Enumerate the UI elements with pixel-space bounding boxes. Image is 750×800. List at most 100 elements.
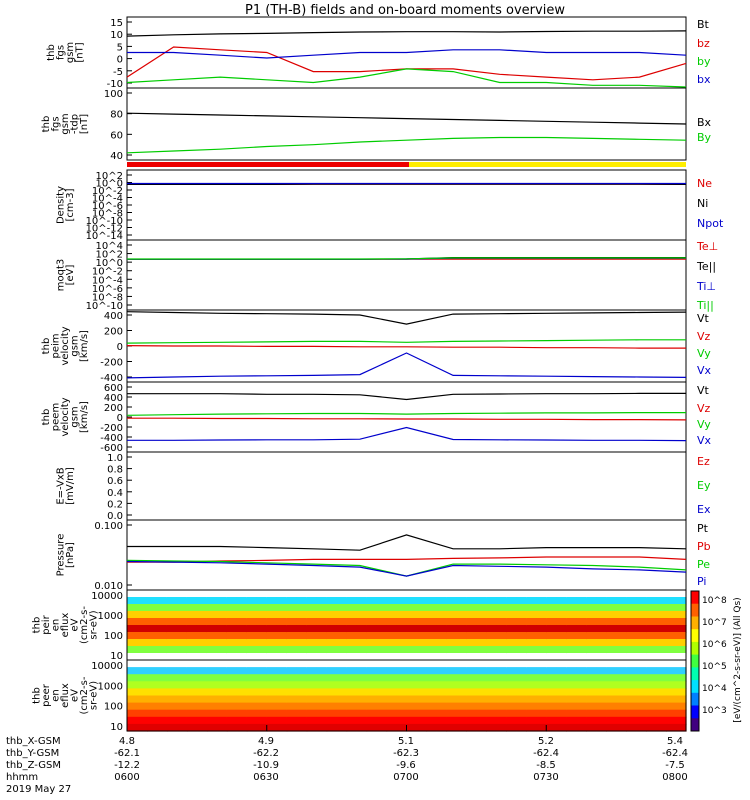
spectrogram-cell xyxy=(266,667,288,675)
spectrogram-cell xyxy=(346,716,368,725)
spectrogram-cell xyxy=(127,604,148,612)
spectrogram-cell xyxy=(666,716,687,725)
spectrogram-cell xyxy=(546,723,567,732)
spectrogram-cell xyxy=(166,702,188,711)
orbit-value: -10.9 xyxy=(253,760,279,771)
spectrogram-cell xyxy=(666,660,687,668)
spectrogram-cell xyxy=(506,611,527,619)
spectrogram-cell xyxy=(366,674,388,682)
spectrogram-cell xyxy=(526,653,547,661)
spectrogram-cell xyxy=(286,716,308,725)
spectrogram-cell xyxy=(506,618,527,626)
spectrogram-cell xyxy=(406,688,428,697)
spectrogram-cell xyxy=(446,632,467,640)
spectrogram-cell xyxy=(166,625,188,633)
legend-label: Pe xyxy=(697,558,710,571)
y-axis-label: E=-VxB xyxy=(55,467,66,504)
spectrogram-cell xyxy=(186,604,208,612)
spectrogram-cell xyxy=(606,604,627,612)
spectrogram-cell xyxy=(206,695,228,704)
spectrogram-cell xyxy=(166,632,188,640)
spectrogram-cell xyxy=(426,611,448,619)
spectrogram-cell xyxy=(466,590,487,598)
spectrogram-cell xyxy=(666,590,687,598)
series-line xyxy=(127,392,686,401)
spectrogram-cell xyxy=(306,604,328,612)
orbit-row-label: hhmm xyxy=(6,772,38,783)
series-line xyxy=(126,352,687,379)
spectrogram-cell xyxy=(226,646,248,654)
spectrogram-cell xyxy=(626,667,647,675)
spectrogram-cell xyxy=(127,625,148,633)
y-axis-label: (cm2-s- xyxy=(79,676,90,714)
spectrogram-cell xyxy=(346,681,368,689)
y-axis-label: eV xyxy=(70,689,81,702)
spectrogram-cell xyxy=(127,709,148,718)
spectrogram-cell xyxy=(646,639,667,647)
spectrogram-cell xyxy=(406,667,428,675)
spectrogram-cell xyxy=(566,632,587,640)
spectrogram-cell xyxy=(486,688,507,697)
orbit-value: 5.2 xyxy=(538,736,554,747)
spectrogram-cell xyxy=(266,646,288,654)
spectrogram-cell xyxy=(226,639,248,647)
spectrogram-cell xyxy=(206,590,228,598)
spectrogram-cell xyxy=(386,674,408,682)
spectrogram-cell xyxy=(326,653,348,661)
spectrogram-cell xyxy=(346,604,368,612)
spectrogram-cell xyxy=(646,716,667,725)
spectrogram-cell xyxy=(286,695,308,704)
spectrogram-cell xyxy=(206,660,228,668)
orbit-row-label: thb_X-GSM xyxy=(6,736,61,747)
spectrogram-cell xyxy=(127,632,148,640)
spectrogram-cell xyxy=(166,597,188,605)
spectrogram-cell xyxy=(306,653,328,661)
spectrogram-cell xyxy=(147,639,168,647)
spectrogram-cell xyxy=(626,695,647,704)
spectrogram-cell xyxy=(426,688,448,697)
spectrogram-cell xyxy=(486,702,507,711)
spectrogram-cell xyxy=(606,653,627,661)
y-axis-label: peim xyxy=(51,333,62,358)
legend-label: Ey xyxy=(697,479,711,492)
spectrogram-cell xyxy=(226,681,248,689)
spectrogram-cell xyxy=(626,611,647,619)
y-axis-label: Density xyxy=(55,186,66,224)
y-axis-label: moqt3 xyxy=(55,259,66,292)
spectrogram-cell xyxy=(386,646,408,654)
legend-label: By xyxy=(697,131,712,144)
spectrogram-cell xyxy=(366,611,388,619)
orbit-value: -62.4 xyxy=(662,748,688,759)
spectrogram-cell xyxy=(646,674,667,682)
spectrogram-cell xyxy=(186,681,208,689)
spectrogram-cell xyxy=(166,639,188,647)
spectrogram-cell xyxy=(226,625,248,633)
spectrogram-cell xyxy=(526,667,547,675)
spectrogram-cell xyxy=(566,611,587,619)
spectrogram-cell xyxy=(147,632,168,640)
spectrogram-cell xyxy=(306,625,328,633)
legend-label: Ti|| xyxy=(696,299,714,312)
orbit-row-label: thb_Z-GSM xyxy=(6,760,61,771)
spectrogram-cell xyxy=(486,681,507,689)
spectrogram-cell xyxy=(147,653,168,661)
y-axis-label: thb xyxy=(32,617,43,634)
spectrogram-cell xyxy=(626,597,647,605)
spectrogram-cell xyxy=(446,611,467,619)
spectrogram-cell xyxy=(666,723,687,732)
spectrogram-cell xyxy=(666,681,687,689)
spectrogram-cell xyxy=(226,688,248,697)
chart-title: P1 (TH-B) fields and on-board moments ov… xyxy=(245,3,565,18)
spectrogram-cell xyxy=(306,709,328,718)
spectrogram-cell xyxy=(366,660,388,668)
y-tick-label: 10^-6 xyxy=(92,201,123,212)
spectrogram-cell xyxy=(566,723,587,732)
spectrogram-cell xyxy=(226,660,248,668)
spectrogram-cell xyxy=(506,646,527,654)
spectrogram-cell xyxy=(566,695,587,704)
spectrogram-cell xyxy=(546,688,567,697)
y-tick-label: 0.0 xyxy=(107,511,123,522)
spectrogram-cell xyxy=(286,604,308,612)
spectrogram-cell xyxy=(266,702,288,711)
